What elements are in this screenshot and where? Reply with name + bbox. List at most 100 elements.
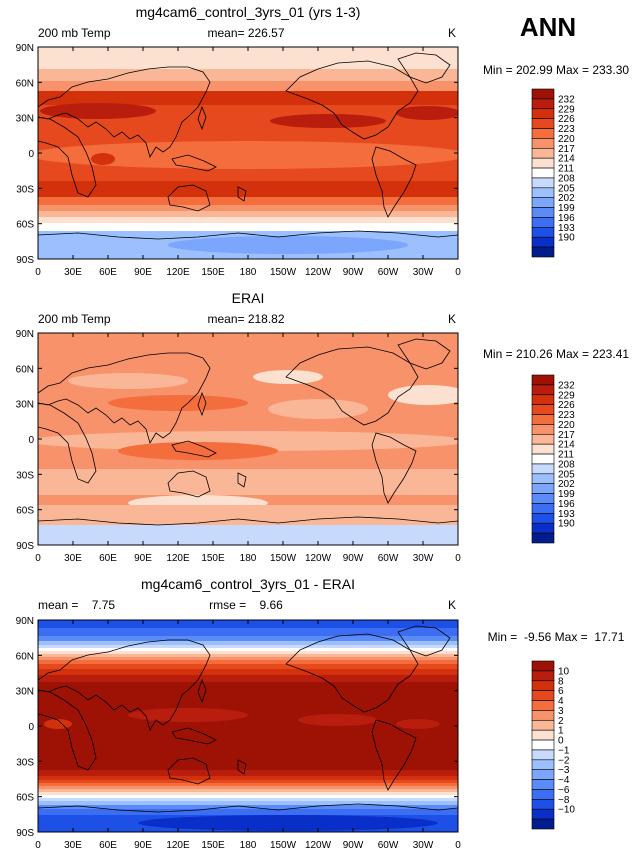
tropic-patch xyxy=(128,708,248,722)
colorbar: 2322292262232202172142112082052021991961… xyxy=(531,88,575,258)
colorbar-swatch xyxy=(531,384,555,396)
colorbar-label: −4 xyxy=(558,775,570,786)
colorbar-label: 199 xyxy=(558,203,575,214)
colorbar-swatch xyxy=(531,147,555,159)
colorbar-swatch xyxy=(531,98,555,110)
colorbar-swatch xyxy=(531,463,555,475)
colorbar-label: 223 xyxy=(558,410,575,421)
y-tick-label: 60N xyxy=(16,364,34,375)
coastlines xyxy=(38,625,458,813)
panel-model: mg4cam6_control_3yrs_01 (yrs 1-3) 200 mb… xyxy=(16,4,630,278)
x-tick-label: 120W xyxy=(305,840,332,851)
colorbar-label: 220 xyxy=(558,420,575,431)
band-60s xyxy=(38,217,458,223)
colorbar-label: 2 xyxy=(558,716,564,727)
colorbar-label: 190 xyxy=(558,233,575,244)
y-tick-label: 90N xyxy=(16,329,34,340)
colorbar-label: 208 xyxy=(558,459,575,470)
warm-core xyxy=(396,106,458,120)
band-62n xyxy=(38,657,458,660)
colorbar-label: 202 xyxy=(558,479,575,490)
x-tick-label: 180 xyxy=(240,553,257,564)
colorbar-label: 196 xyxy=(558,499,575,510)
colorbar-swatch xyxy=(531,404,555,415)
x-tick-label: 120E xyxy=(166,267,190,278)
colorbar-swatch xyxy=(531,532,555,544)
y-tick-label: 30S xyxy=(16,184,34,195)
band-30s xyxy=(38,181,458,197)
x-tick-label: 0 xyxy=(35,267,41,278)
y-tick-label: 90S xyxy=(16,828,34,839)
colorbar-swatch xyxy=(531,513,555,524)
warm-core xyxy=(40,103,156,119)
x-tick-label: 30W xyxy=(413,553,434,564)
band-30s xyxy=(38,469,458,495)
colorbar-swatch xyxy=(531,108,555,119)
colorbar-label: 202 xyxy=(558,193,575,204)
colorbar-label: −6 xyxy=(558,785,570,796)
x-tick-label: 180 xyxy=(240,840,257,851)
colorbar-label: −3 xyxy=(558,765,570,776)
coastlines xyxy=(38,52,458,240)
x-tick-label: 120W xyxy=(305,553,332,564)
band-50n xyxy=(38,675,458,682)
band-45s xyxy=(38,197,458,205)
x-tick-label: 0 xyxy=(455,840,461,851)
colorbar-swatch xyxy=(531,710,555,721)
colorbar-swatch xyxy=(531,167,555,179)
panel-units-label: K xyxy=(448,312,456,326)
band-45n xyxy=(38,91,458,105)
band-60n xyxy=(38,660,458,664)
colorbar-label: 229 xyxy=(558,104,575,115)
map-area: 0 30E 60E 90E 120E 150E 180 150W 120W 90W 60W 30W 09… xyxy=(16,616,462,851)
axis-ticks: 0 30E 60E 90E 120E 150E 180 150W 120W 90W 60W 30W 09… xyxy=(16,43,462,278)
y-tick-label: 0 xyxy=(28,149,34,160)
x-tick-label: 90E xyxy=(134,840,152,851)
x-tick-label: 150E xyxy=(201,267,225,278)
band-60s xyxy=(38,798,458,801)
panel-units-label: K xyxy=(448,26,456,40)
colorbar-swatch xyxy=(531,700,555,711)
colorbar-swatch xyxy=(531,789,555,800)
warm-patch xyxy=(118,442,278,460)
x-tick-label: 120E xyxy=(166,840,190,851)
panel-center-label: mean= 226.57 xyxy=(207,26,284,40)
colorbar-swatch xyxy=(531,138,555,149)
band-57n xyxy=(38,664,458,669)
colorbar-label: 232 xyxy=(558,94,575,105)
colorbar-swatch xyxy=(531,670,555,682)
band-40s xyxy=(38,770,458,776)
colorbar-swatch xyxy=(531,236,555,248)
band-50s xyxy=(38,205,458,211)
colorbar-label: 1 xyxy=(558,726,564,737)
x-tick-label: 30E xyxy=(64,553,82,564)
x-tick-label: 60E xyxy=(99,840,117,851)
colorbar-swatch xyxy=(531,690,555,701)
cool-patch xyxy=(268,399,368,419)
band-50n xyxy=(38,81,458,91)
colorbar-swatch xyxy=(531,414,555,425)
colorbar-label: 205 xyxy=(558,469,575,480)
warm-patch xyxy=(108,395,248,411)
colorbar-swatch xyxy=(531,197,555,208)
band-80n xyxy=(38,628,458,636)
y-tick-label: 90N xyxy=(16,616,34,627)
colorbar-swatch xyxy=(531,453,555,465)
colorbar-swatch xyxy=(531,493,555,504)
x-tick-label: 90E xyxy=(134,267,152,278)
y-tick-label: 30S xyxy=(16,757,34,768)
axis-ticks: 0 30E 60E 90E 120E 150E 180 150W 120W 90W 60W 30W 09… xyxy=(16,616,462,851)
band-62s xyxy=(38,801,458,805)
cool-patch xyxy=(388,385,458,405)
colorbar-label: 208 xyxy=(558,173,575,184)
y-tick-label: 0 xyxy=(28,722,34,733)
season-label: ANN xyxy=(520,12,576,42)
band-54s xyxy=(38,789,458,792)
panel-center-label: rmse = 9.66 xyxy=(209,598,283,612)
x-tick-label: 180 xyxy=(240,267,257,278)
band-70n xyxy=(38,645,458,648)
y-tick-label: 90S xyxy=(16,255,34,266)
colorbar-swatch xyxy=(531,799,555,810)
